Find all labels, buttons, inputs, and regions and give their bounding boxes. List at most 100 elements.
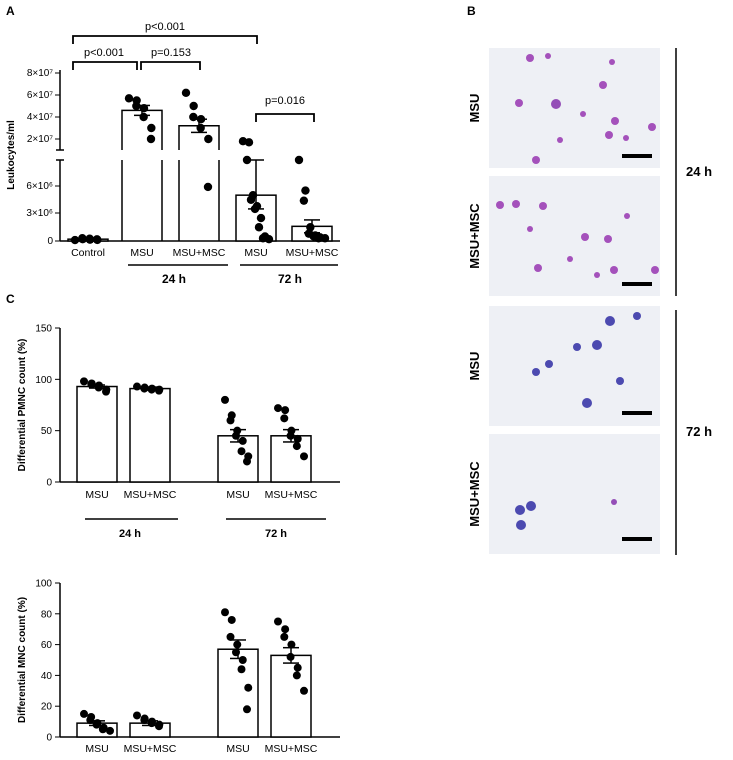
stained-cell [557, 137, 563, 143]
data-point [140, 384, 149, 393]
panel-a-pvalue: p=0.153 [151, 47, 191, 59]
stained-cell [532, 156, 540, 164]
stained-cell [605, 316, 615, 326]
data-point [87, 380, 96, 389]
data-point [140, 716, 149, 725]
stained-cell [545, 53, 551, 59]
panel-a-group-label-72h: 72 h [278, 272, 302, 286]
data-point [274, 404, 282, 413]
data-point [238, 436, 247, 445]
stained-cell [651, 266, 659, 274]
panel-c-top-category-label: MSU [85, 489, 108, 501]
panel-a-category-label: MSU+MSC [286, 247, 339, 259]
data-point [196, 115, 206, 124]
data-point [146, 134, 156, 144]
data-point [294, 155, 304, 165]
data-point [300, 452, 308, 461]
bar [217, 435, 259, 483]
data-point [227, 615, 236, 624]
stained-cell [567, 256, 573, 262]
stained-cell [599, 81, 607, 89]
panel-a-category-label: MSU [130, 247, 153, 259]
stained-cell [604, 235, 612, 243]
data-point [232, 431, 240, 440]
stained-cell [551, 99, 561, 109]
data-point [244, 138, 254, 147]
panel-a-bracket-control-vs-msu24 [72, 61, 138, 70]
data-point [124, 94, 134, 103]
data-point [155, 386, 163, 395]
panel-b-micrographs: MSU MSU+MSC MSU MSU+MSC 24 h 72 h [467, 48, 712, 555]
data-point [274, 617, 282, 626]
stained-cell [633, 312, 641, 320]
data-point [292, 442, 301, 451]
data-point [94, 383, 103, 392]
stained-cell [609, 59, 615, 65]
panel-a-marks [67, 88, 333, 245]
panel-a-ytick-label: 4×10⁷ [27, 112, 54, 123]
data-point [293, 663, 302, 672]
bar [178, 160, 220, 241]
data-point [86, 716, 95, 725]
data-point [226, 632, 235, 641]
panel-c-top-category-label: MSU+MSC [265, 489, 318, 501]
panel-c-bottom-category-label: MSU [85, 743, 108, 755]
stained-cell [516, 520, 526, 530]
panel-c-group-label-24h: 24 h [119, 528, 141, 540]
bar [235, 194, 277, 242]
data-point [286, 652, 295, 661]
stained-cell [582, 398, 592, 408]
data-point [237, 665, 246, 674]
data-point [264, 234, 274, 244]
panel-c-bottom-marks [76, 608, 312, 738]
stained-cell [624, 213, 630, 219]
micrograph-cells [496, 53, 659, 530]
data-point [102, 387, 110, 396]
data-point [80, 377, 88, 386]
bar [76, 385, 118, 483]
bar [270, 654, 312, 738]
data-point [300, 686, 308, 695]
data-point [286, 431, 295, 440]
panel-a-pvalue: p<0.001 [84, 47, 124, 59]
data-point [254, 223, 264, 232]
data-point [189, 101, 198, 111]
data-point [92, 720, 101, 729]
stained-cell [532, 368, 540, 376]
stained-cell [592, 340, 602, 350]
data-point [287, 640, 296, 649]
panel-c-top-ticks: 0 50 100 150 [35, 324, 60, 489]
stained-cell [648, 123, 656, 131]
panel-a-bracket-msu24-vs-msc24 [140, 61, 201, 70]
data-point [196, 123, 205, 133]
stained-cell [496, 201, 504, 209]
panel-letter-a: A [6, 4, 15, 18]
stained-cell [594, 272, 600, 278]
data-point [243, 705, 251, 714]
data-point [242, 155, 252, 165]
stained-cell [623, 135, 629, 141]
stained-cell [616, 377, 624, 385]
micrograph-msu-msc-72h [489, 434, 660, 554]
micrograph-msu-24h [489, 48, 660, 168]
stained-cell [512, 200, 520, 208]
data-point [237, 447, 246, 456]
data-point [280, 414, 289, 423]
panel-a-ytick-label: 8×10⁷ [27, 68, 54, 79]
data-point [132, 101, 141, 111]
data-point [221, 608, 229, 617]
panel-c-bottom-ticks: 0 20 40 60 80 100 [35, 579, 60, 744]
stained-cell [534, 264, 542, 272]
data-point [320, 234, 330, 243]
micrograph-msu-72h [489, 306, 660, 426]
panel-c-top-category-label: MSU [226, 489, 249, 501]
micrograph-msu-msc-24h [489, 176, 660, 296]
data-point [78, 234, 87, 243]
panel-c-top-chart: 0 50 100 150 Differential PMNC count (%) MS… [17, 324, 340, 540]
data-point [292, 671, 301, 680]
ytick-label: 80 [41, 609, 53, 620]
time-label-24h: 24 h [686, 164, 712, 179]
panel-a-bracket-msu72-vs-msc72 [255, 113, 315, 122]
data-point [314, 234, 323, 243]
bar [121, 160, 163, 241]
